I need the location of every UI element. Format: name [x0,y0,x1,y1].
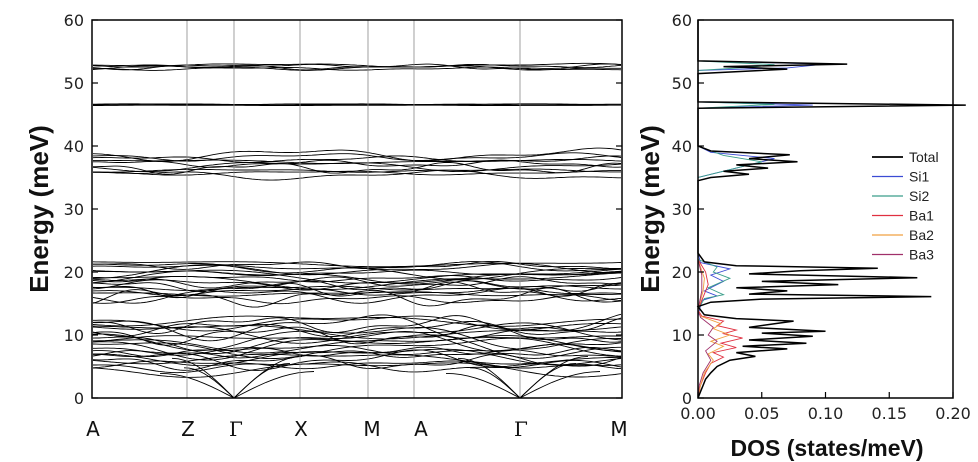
band-structure-panel: 0 10 20 30 40 50 60 A Z Γ X M A Γ M Energy (meV) [24,11,628,441]
phonon-band [92,262,621,276]
phonon-band [93,335,622,354]
phonon-band [92,62,622,68]
k-point-label: Γ [229,417,243,441]
phonon-band [93,66,622,71]
dos-series-ba2 [697,20,732,399]
phonon-band [92,362,622,378]
dos-y-tick-label: 20 [672,263,692,282]
dos-x-axis-label: DOS (states/meV) [730,435,923,461]
phonon-band [92,147,622,162]
acoustic-branch [519,362,577,399]
dos-x-tick-label: 0.10 [808,404,844,423]
phonon-band [92,275,622,283]
phonon-band [92,315,622,334]
acoustic-branch [233,355,303,399]
phonon-band [92,322,622,344]
k-point-label: A [86,417,100,441]
acoustic-branch [469,367,521,399]
phonon-band [92,315,622,327]
dos-panel: 0 10 20 30 40 50 60 0.00 0.05 0.10 0.15 0.20 Total… [635,11,971,461]
dos-series-total [696,20,966,399]
dos-y-axis-label: Energy (meV) [635,125,665,293]
legend-label: Ba3 [909,247,934,263]
phonon-band [92,281,622,299]
acoustic-branch [519,355,589,399]
dos-series-ba1 [697,20,743,399]
k-point-label: A [414,417,428,441]
legend-label: Total [909,149,939,165]
dos-series-ba3 [697,20,718,399]
band-y-tick-label: 40 [64,137,84,156]
dos-x-tick-label: 0.20 [935,404,971,423]
k-point-label: M [363,417,380,441]
phonon-band [92,169,621,181]
dos-y-tick-label: 50 [672,74,692,93]
phonon-band [93,260,621,270]
dos-y-tick-label: 10 [672,326,692,345]
phonon-band [93,63,622,69]
dos-curves [696,20,966,399]
band-y-tick-label: 20 [64,263,84,282]
phonon-band [92,349,622,359]
high-symmetry-lines [186,20,521,398]
dos-x-tick-label: 0.00 [680,404,716,423]
phonon-band [92,287,622,304]
dos-y-tick-label: 40 [672,137,692,156]
phonon-band [92,291,621,297]
phonon-band [92,331,622,354]
dos-x-ticks: 0.00 0.05 0.10 0.15 0.20 [680,392,971,423]
band-y-axis-label: Energy (meV) [24,125,54,293]
k-point-label: X [294,417,308,441]
legend-label: Ba1 [909,208,934,224]
phonon-band [92,280,622,292]
phonon-band [93,103,621,106]
band-curves [92,62,622,399]
dos-y-tick-label: 60 [672,11,692,30]
phonon-band [93,161,622,175]
phonon-band [93,261,621,274]
k-point-label: M [610,417,627,441]
band-y-tick-label: 60 [64,11,84,30]
acoustic-branch [159,372,235,399]
acoustic-branch [445,372,521,399]
dos-y-ticks: 0 10 20 30 40 50 60 [672,11,704,408]
phonon-band [93,349,622,371]
band-y-tick-label: 10 [64,326,84,345]
dos-x-tick-label: 0.15 [871,404,907,423]
phonon-band [93,152,622,162]
band-y-tick-label: 0 [74,389,84,408]
dos-x-tick-label: 0.05 [744,404,780,423]
acoustic-branch [233,371,315,399]
legend-label: Ba2 [909,227,934,243]
phonon-band [93,348,622,367]
acoustic-branch [183,367,235,399]
phonon-band [92,353,622,371]
phonon-band [92,324,622,346]
legend-label: Si1 [909,169,929,185]
phonon-band [92,276,622,289]
band-y-tick-label: 30 [64,200,84,219]
dos-y-tick-label: 0 [682,389,692,408]
phonon-band [92,261,622,268]
dos-legend: Total Si1 Si2 Ba1 Ba2 Ba3 [872,149,939,263]
legend-label: Si2 [909,188,929,204]
phonon-band [92,269,622,277]
phonon-band [92,155,622,163]
dos-y-tick-label: 30 [672,200,692,219]
phonon-band [92,320,622,338]
k-point-label: Γ [514,417,528,441]
band-y-tick-label: 50 [64,74,84,93]
k-point-label: Z [181,417,195,441]
acoustic-branch [519,371,601,399]
phonon-band [92,337,622,360]
phonon-band [92,346,622,358]
phonon-band [93,315,622,332]
dos-series-si2 [697,20,775,398]
phonon-band [93,103,621,105]
band-y-ticks: 0 10 20 30 40 50 60 [64,11,622,408]
